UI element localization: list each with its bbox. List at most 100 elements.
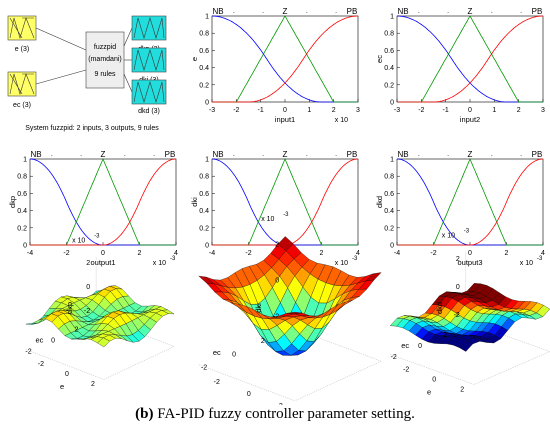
mf-label: NB xyxy=(397,150,408,159)
y-axis-label: dkd xyxy=(375,196,384,208)
x-tick-label: 2 xyxy=(320,250,324,257)
exponent-label: x 10 xyxy=(153,260,166,267)
x-tick-label: 2 xyxy=(460,387,464,394)
z-tick-label: -2 xyxy=(273,314,279,321)
y-tick-label: -2 xyxy=(25,349,31,356)
x-tick-label: -4 xyxy=(394,250,400,257)
exponent-label: x 10 xyxy=(335,260,348,267)
fis-input-e-block xyxy=(7,15,37,41)
fis-input-ec-icon xyxy=(9,73,35,96)
x-tick-label: -2 xyxy=(63,250,69,257)
x-tick-label: -4 xyxy=(27,250,33,257)
top-dot: . xyxy=(447,151,449,158)
top-dot: . xyxy=(262,8,264,15)
fis-input-ec-label: ec (3) xyxy=(13,102,31,109)
y-tick-label: 0.6 xyxy=(384,191,394,198)
fis-link xyxy=(123,27,133,47)
top-dot: . xyxy=(335,151,337,158)
top-dot: . xyxy=(51,151,53,158)
mf-plot-ec: 0 0.2 0.4 0.6 0.8 1 -3 -2 -1 0 1 2 3 NB Z PB... . input2 e… xyxy=(375,7,545,124)
plot-frame xyxy=(211,158,359,246)
y-axis-label: ec xyxy=(401,341,409,350)
exponent-power: -3 xyxy=(283,212,289,218)
y-axis-label: ec xyxy=(35,336,43,345)
x-tick-label: 2 xyxy=(517,107,521,114)
fis-input-e-label: e (3) xyxy=(15,46,29,53)
y-tick-label: 0.4 xyxy=(384,208,394,215)
y-tick-label: 0.8 xyxy=(199,174,209,181)
fis-center-method: (mamdani) xyxy=(88,56,121,63)
surface-patch xyxy=(286,311,303,315)
x-tick-label: -3 xyxy=(209,107,215,114)
x-tick-label: -2 xyxy=(38,361,44,368)
exponent-power: -3 xyxy=(464,229,470,235)
fis-link xyxy=(35,27,87,51)
y-tick-label: 0 xyxy=(205,100,209,107)
y-tick-label: 2 xyxy=(74,327,78,334)
y-tick-label: 0.2 xyxy=(17,225,27,232)
caption-tag: (b) xyxy=(135,406,154,422)
fis-center-rules: 9 rules xyxy=(94,71,116,78)
y-tick-label: 0 xyxy=(51,338,55,345)
x-tick-label: -2 xyxy=(214,379,220,386)
y-tick-label: 0.6 xyxy=(384,48,394,55)
y-tick-label: 0 xyxy=(205,243,209,250)
fis-output-dkd-block xyxy=(131,79,167,105)
y-tick-label: 0.2 xyxy=(384,225,394,232)
z-tick-label: 0 xyxy=(456,284,460,291)
x-tick-label: 0 xyxy=(468,107,472,114)
x-tick-label: 4 xyxy=(356,250,360,257)
exponent-power: -3 xyxy=(94,234,100,240)
x-tick-label: 0 xyxy=(468,250,472,257)
figure-caption: (b) FA-PID fuzzy controller parameter se… xyxy=(0,406,550,423)
exponent-label: x 10 xyxy=(520,260,533,267)
z-axis-label: dkp xyxy=(65,302,74,314)
x-tick-label: 0 xyxy=(247,391,251,398)
charts-layer: 00.20.40.60.81-3 -2 -1 0 1 2 3NB Z PB... .input1e… xyxy=(8,7,550,412)
z-tick-label: -2 xyxy=(84,308,90,315)
fis-input-ec-block xyxy=(7,71,37,97)
y-tick-label: 0.4 xyxy=(17,208,27,215)
fis-output-dki-icon xyxy=(133,48,165,72)
fis-output-dki-block xyxy=(131,47,167,73)
y-tick-label: 0.8 xyxy=(384,31,394,38)
surface-floor xyxy=(198,325,382,402)
mf-label: NB xyxy=(212,150,223,159)
fis-output-dkd-label: dkd (3) xyxy=(138,108,160,115)
mf-curve-PB xyxy=(212,15,358,103)
top-dot: . xyxy=(124,151,126,158)
figure-canvas: e (3) ec (3) fuzzpid (mamdani) 9 rules d… xyxy=(7,7,550,412)
x-tick-label: -1 xyxy=(258,107,264,114)
plot-frame xyxy=(396,15,544,103)
z-tick-label: -2 xyxy=(454,312,460,319)
surface-plot-dkp: 2 0 -2 dkp -2 0 2 2 0 -2 e ec x 10 -3 xyxy=(25,234,175,391)
top-dot: . xyxy=(491,8,493,15)
y-tick-label: 0 xyxy=(232,351,236,358)
y-tick-label: 2 xyxy=(443,332,447,339)
top-dot: . xyxy=(262,151,264,158)
x-tick-label: 0 xyxy=(65,371,69,378)
exponent-label: x 10 xyxy=(335,117,348,124)
top-dot: . xyxy=(233,151,235,158)
x-tick-label: -2 xyxy=(233,107,239,114)
mf-plot-dkd: 0 0.2 0.4 0.6 0.8 1 -4 -2 0 2 4 NB Z PB... . output3 dkd… xyxy=(375,150,545,267)
surface-patch xyxy=(97,337,111,348)
mf-plot-dkp: 0 0.2 0.4 0.6 0.8 1 -4 -2 0 2 4 NB Z PB... . output1 dkp… xyxy=(8,150,178,267)
plot-frame xyxy=(29,158,177,246)
y-axis-label: e xyxy=(190,57,199,61)
top-dot: . xyxy=(491,151,493,158)
x-axis-label: e xyxy=(241,403,245,405)
y-tick-label: 2 xyxy=(261,338,265,345)
z-tick-label: 2 xyxy=(456,256,460,263)
surface-patch xyxy=(466,283,481,292)
x-tick-label: -2 xyxy=(403,367,409,374)
mf-label: Z xyxy=(283,150,288,159)
top-dot: . xyxy=(447,8,449,15)
mf-label: NB xyxy=(212,7,223,16)
exponent-label: x 10 xyxy=(72,238,85,245)
x-axis-label: output1 xyxy=(90,258,115,267)
mf-label: PB xyxy=(532,150,543,159)
mf-curve-PB xyxy=(30,158,176,246)
fis-output-dkd-icon xyxy=(133,80,165,104)
y-tick-label: 0.4 xyxy=(199,208,209,215)
